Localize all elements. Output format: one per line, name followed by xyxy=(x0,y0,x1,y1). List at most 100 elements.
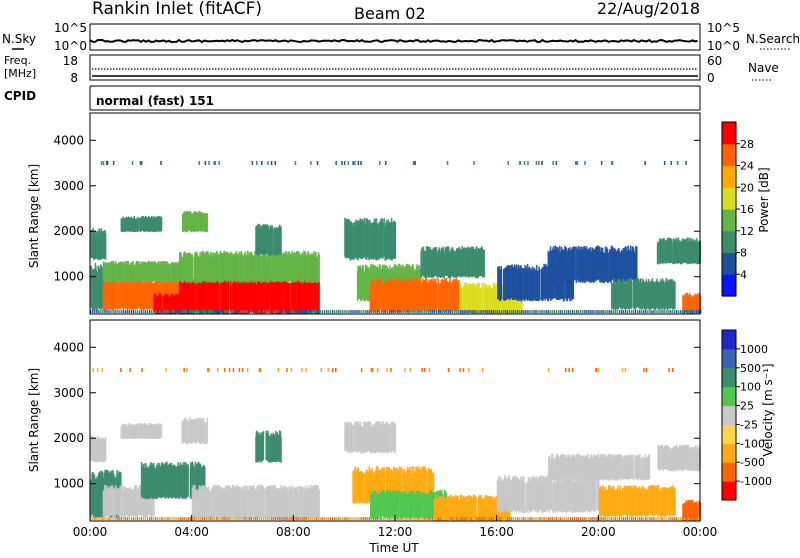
heat-cell xyxy=(483,249,486,277)
near-range-cell xyxy=(478,310,480,314)
near-range-cell xyxy=(171,310,173,314)
heat-cell xyxy=(497,266,499,299)
near-range-cell xyxy=(175,310,177,314)
sparse-return xyxy=(165,368,167,372)
sparse-return xyxy=(207,368,209,372)
heat-cell xyxy=(480,287,482,314)
heat-cell xyxy=(674,239,676,263)
near-range-cell xyxy=(567,517,570,521)
near-range-cell xyxy=(592,517,594,521)
near-range-cell xyxy=(199,517,202,521)
sparse-return xyxy=(663,161,666,165)
near-range-cell xyxy=(374,517,377,521)
heat-cell xyxy=(292,257,294,283)
heat-cell xyxy=(621,250,623,282)
heat-cell xyxy=(683,296,685,314)
near-range-cell xyxy=(590,517,592,521)
near-range-cell xyxy=(250,517,252,521)
near-range-cell xyxy=(685,310,688,314)
heat-cell xyxy=(187,422,190,445)
heat-cell xyxy=(136,491,138,518)
near-range-cell xyxy=(519,517,521,521)
heat-cell xyxy=(461,288,463,314)
heat-cell xyxy=(216,252,219,281)
near-range-cell xyxy=(301,310,303,314)
heat-cell xyxy=(684,240,686,263)
y-tick-label: 1000 xyxy=(53,270,84,284)
near-range-cell xyxy=(510,517,513,521)
near-range-cell xyxy=(175,517,177,521)
colorbar-frame xyxy=(721,329,737,501)
sparse-return xyxy=(352,161,354,165)
near-range-cell xyxy=(393,310,395,314)
near-range-cell xyxy=(639,310,641,314)
sparse-return xyxy=(331,368,334,372)
heat-cell xyxy=(160,294,162,313)
heat-cell xyxy=(208,491,210,520)
near-range-cell xyxy=(488,517,490,521)
near-range-cell xyxy=(468,310,470,314)
heat-cell xyxy=(651,278,654,307)
heat-cell xyxy=(127,424,129,438)
heat-cell xyxy=(353,423,356,452)
near-range-cell xyxy=(502,310,505,314)
heat-cell xyxy=(304,491,307,520)
heat-cell xyxy=(168,296,170,314)
near-range-cell xyxy=(683,310,686,314)
sparse-return xyxy=(468,368,470,372)
near-range-cell xyxy=(301,517,303,521)
near-range-cell xyxy=(647,517,649,521)
near-range-cell xyxy=(571,310,574,314)
heat-cell xyxy=(362,426,364,453)
sparse-return xyxy=(584,161,586,165)
near-range-cell xyxy=(403,517,405,521)
heat-cell xyxy=(306,257,308,283)
near-range-cell xyxy=(254,517,257,521)
near-range-cell xyxy=(214,310,216,314)
heat-cell xyxy=(313,485,315,517)
near-range-cell xyxy=(700,517,702,521)
sparse-return xyxy=(357,161,360,165)
near-range-cell xyxy=(545,310,547,314)
near-range-cell xyxy=(439,310,442,314)
sparse-return xyxy=(643,368,645,372)
nave-tick-bottom: 0 xyxy=(707,71,715,85)
near-range-cell xyxy=(512,517,515,521)
x-tick-label: 16:00 xyxy=(479,525,514,539)
heat-cell xyxy=(520,476,522,510)
heat-cell xyxy=(352,425,355,453)
heat-cell xyxy=(256,253,258,282)
heat-cell xyxy=(472,282,474,312)
near-range-cell xyxy=(368,310,370,314)
heat-cell xyxy=(617,485,619,515)
heat-cell xyxy=(103,232,105,260)
near-range-cell xyxy=(216,310,218,314)
heat-cell xyxy=(202,212,204,232)
near-range-cell xyxy=(90,517,92,521)
heat-cell xyxy=(646,282,648,310)
near-range-cell xyxy=(146,310,149,314)
heat-cell xyxy=(386,224,388,260)
heat-cell xyxy=(377,495,380,520)
heat-cell xyxy=(692,446,695,470)
near-range-cell xyxy=(588,310,590,314)
sparse-return xyxy=(644,161,646,165)
near-range-cell xyxy=(102,517,104,521)
sparse-return xyxy=(552,161,554,165)
heat-cell xyxy=(234,487,237,518)
sparse-return xyxy=(575,161,577,165)
heat-cell xyxy=(552,266,554,299)
near-range-cell xyxy=(126,310,128,314)
near-range-cell xyxy=(378,517,381,521)
heat-cell xyxy=(435,247,438,276)
heat-cell xyxy=(346,425,349,453)
heat-cell xyxy=(678,446,680,470)
near-range-cell xyxy=(193,517,196,521)
near-range-cell xyxy=(454,517,456,521)
heat-cell xyxy=(660,240,662,264)
heat-cell xyxy=(547,477,549,511)
colorbar-swatch xyxy=(722,367,736,388)
heat-cell xyxy=(218,487,221,518)
heat-cell xyxy=(242,255,244,282)
near-range-cell xyxy=(118,310,120,314)
